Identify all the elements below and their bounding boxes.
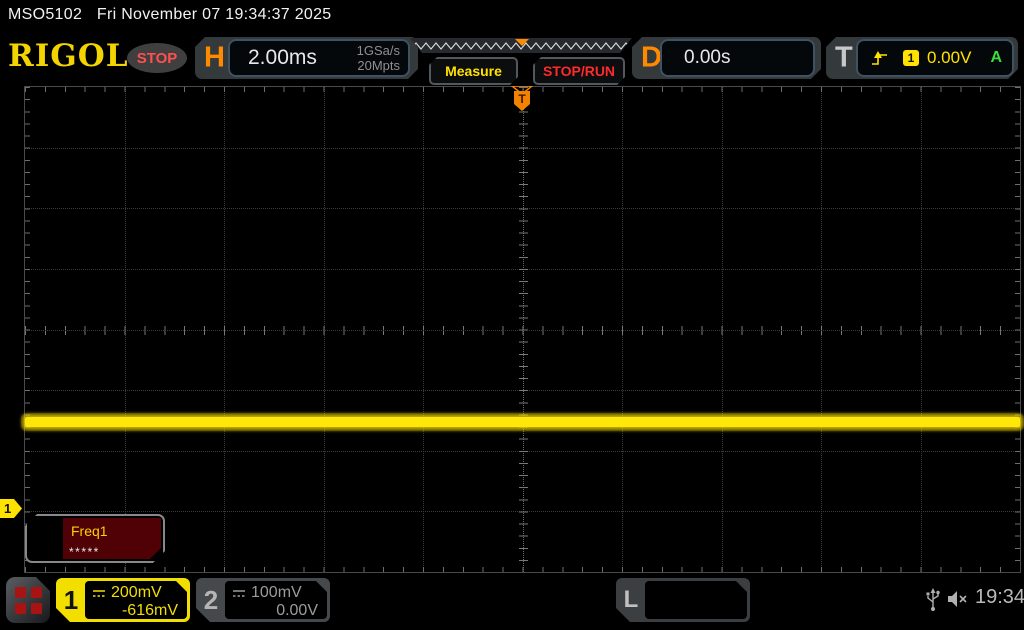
logic-label: L: [623, 586, 639, 613]
timebase-value: 2.00ms: [248, 46, 317, 69]
menu-grid-button[interactable]: [6, 577, 50, 623]
channel2-offset: 0.00V: [276, 602, 318, 619]
dc-coupling-icon: [232, 589, 246, 598]
menu-grid-icon: [15, 587, 42, 614]
trigger-label: T: [835, 41, 853, 74]
delay-settings-panel[interactable]: D 0.00s: [632, 37, 821, 79]
usb-icon: [926, 588, 940, 611]
clock-text: 19:34: [975, 586, 1024, 608]
trigger-settings-panel[interactable]: T 1 0.00V A: [826, 37, 1018, 79]
channel1-waveform-trace: [25, 417, 1020, 427]
preview-trigger-position-icon: [515, 39, 529, 46]
trigger-mode-indicator: A: [990, 49, 1002, 66]
model-name: MSO5102: [8, 6, 83, 23]
measurement-value: *****: [69, 545, 100, 559]
logic-analyzer-badge[interactable]: L 0 1 2 3 4 5 6 7 8 9 1011 12131415: [616, 578, 750, 622]
channel2-badge[interactable]: 2 100mV 0.00V: [196, 578, 330, 622]
channel1-badge[interactable]: 1 200mV -616mV: [56, 578, 190, 622]
memory-depth: 20Mpts: [357, 58, 400, 73]
svg-text:T: T: [518, 92, 526, 106]
datetime-text: Fri November 07 19:34:37 2025: [96, 6, 332, 23]
run-state-badge: STOP: [127, 43, 187, 73]
horizontal-settings-panel[interactable]: H 2.00ms 1GSa/s 20Mpts: [195, 37, 418, 79]
measure-button[interactable]: Measure: [429, 57, 518, 85]
trigger-marker-icon: T: [509, 85, 535, 111]
trigger-marker[interactable]: T: [509, 85, 535, 116]
sample-rate: 1GSa/s: [356, 43, 400, 58]
trigger-source-chip: 1: [903, 50, 919, 66]
trigger-slope-icon: [870, 50, 890, 67]
stop-run-button-label: STOP/RUN: [542, 63, 616, 79]
measurement-item-body: Freq1 *****: [63, 518, 161, 559]
measurement-title: Freq1: [71, 523, 108, 539]
rigol-logo: RIGOL: [8, 38, 129, 74]
trigger-level-value: 0.00V: [927, 48, 972, 67]
horizontal-label: H: [204, 41, 225, 74]
waveform-preview-strip[interactable]: [410, 38, 632, 53]
logic-channels-row1: 0 1 2 3 4 5 6 7: [654, 619, 738, 630]
measurement-item-freq1[interactable]: Freq1 *****: [25, 514, 165, 563]
delay-value: 0.00s: [684, 47, 731, 68]
channel1-position-marker[interactable]: 1: [0, 499, 22, 518]
channel1-marker-label: 1: [4, 501, 12, 516]
acquisition-info: 1GSa/s 20Mpts: [357, 43, 400, 73]
preview-waveform-icon: [410, 38, 632, 53]
channel1-scale: 200mV: [111, 584, 162, 601]
channel2-scale: 100mV: [251, 584, 302, 601]
top-status-bar: MSO5102 Fri November 07 19:34:37 2025: [8, 6, 332, 24]
channel1-number: 1: [63, 584, 79, 615]
speaker-muted-icon: [948, 591, 967, 607]
dc-coupling-icon: [92, 589, 106, 598]
channel1-offset: -616mV: [121, 602, 178, 619]
channel2-number: 2: [203, 584, 219, 615]
graticule: [24, 86, 1021, 573]
measure-button-label: Measure: [445, 63, 502, 79]
delay-label: D: [641, 41, 662, 74]
stop-run-button[interactable]: STOP/RUN: [533, 57, 625, 85]
